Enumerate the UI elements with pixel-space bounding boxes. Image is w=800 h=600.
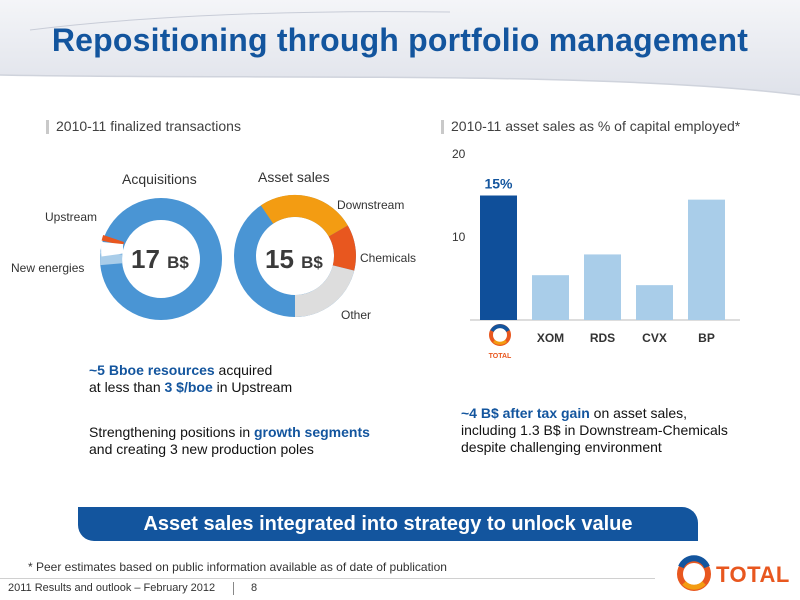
y-tick-label: 20 <box>452 147 466 161</box>
upstream-label: Upstream <box>45 210 98 224</box>
asset-sales-bar-chart: 20 10 15% XOM RDS CVX BP <box>452 147 740 345</box>
header-swoosh <box>0 0 800 96</box>
category-label: RDS <box>590 331 615 345</box>
bar-rds <box>584 254 621 320</box>
asset-sales-chemicals-segment <box>328 225 356 271</box>
footer-left-text: 2011 Results and outlook – February 2012 <box>8 582 216 594</box>
acquisitions-value: 17 <box>131 244 160 274</box>
total-logo-text: TOTAL <box>716 562 790 587</box>
acquisitions-unit: B$ <box>167 253 189 272</box>
footer-separator <box>233 582 234 595</box>
gain-text: ~4 B$ after tax gain on asset sales, inc… <box>461 405 728 455</box>
asset-sales-downstream-segment <box>260 194 348 237</box>
conclusion-banner: Asset sales integrated into strategy to … <box>78 507 698 541</box>
new-energies-label: New energies <box>11 261 85 275</box>
data-label: 15% <box>484 176 513 192</box>
acquisitions-header: Acquisitions <box>122 171 197 187</box>
total-logo: TOTAL <box>672 552 797 596</box>
bar-bp <box>688 199 725 320</box>
resources-text: ~5 Bboe resources acquired at less than … <box>89 362 293 395</box>
other-label: Other <box>341 308 372 322</box>
total-small-logo-icon <box>489 324 511 346</box>
asset-sales-donut <box>234 194 356 317</box>
bar-total <box>480 195 517 320</box>
footnote: * Peer estimates based on public informa… <box>28 560 447 574</box>
acquisitions-donut <box>100 198 222 320</box>
asset-sales-value: 15 <box>265 244 294 274</box>
category-label: BP <box>698 331 715 345</box>
category-label: XOM <box>537 331 564 345</box>
category-label: CVX <box>642 331 667 345</box>
chemicals-label: Chemicals <box>360 251 417 265</box>
footer-divider <box>0 578 655 579</box>
page-number: 8 <box>251 582 258 594</box>
total-small-logo: TOTAL <box>482 322 518 362</box>
page-title: Repositioning through portfolio manageme… <box>51 22 749 58</box>
acquisitions-other-segment <box>101 234 125 246</box>
growth-text: Strengthening positions in growth segmen… <box>89 424 370 457</box>
asset-sales-total: 15 B$ <box>265 244 323 275</box>
y-tick-label: 10 <box>452 230 466 244</box>
right-section-title: 2010-11 asset sales as % of capital empl… <box>441 118 740 134</box>
acquisitions-total: 17 B$ <box>131 244 189 275</box>
left-section-title: 2010-11 finalized transactions <box>46 118 241 134</box>
bar-xom <box>532 275 569 320</box>
asset-sales-unit: B$ <box>301 253 323 272</box>
bar-cvx <box>636 285 673 320</box>
total-logo-icon <box>677 555 711 591</box>
asset-sales-other-segment <box>294 264 355 317</box>
downstream-label: Downstream <box>337 198 405 212</box>
total-small-logo-text: TOTAL <box>488 353 512 360</box>
asset-sales-header: Asset sales <box>258 169 330 185</box>
